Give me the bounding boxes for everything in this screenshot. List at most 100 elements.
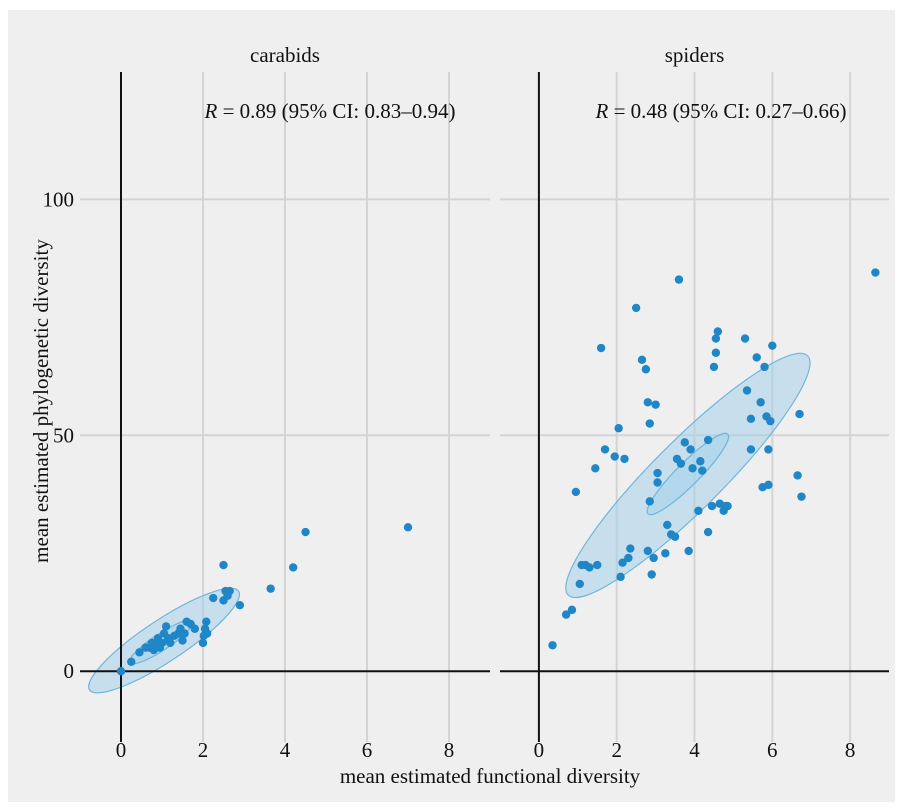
data-point <box>166 638 175 648</box>
data-point <box>575 579 584 589</box>
data-point <box>742 386 752 395</box>
data-point <box>225 586 234 596</box>
data-point <box>202 617 211 626</box>
data-point <box>686 445 695 454</box>
panel-spiders: spiders R = 0.48 (95% CI: 0.27–0.66) 0 2 4… <box>500 43 889 762</box>
data-point <box>593 560 602 570</box>
y-tick-label: 100 <box>43 187 75 211</box>
data-point <box>670 532 680 541</box>
data-point <box>703 435 713 445</box>
data-point <box>752 353 761 362</box>
data-point <box>746 445 756 454</box>
facet-title-spiders: spiders <box>665 43 725 67</box>
data-point <box>596 343 606 353</box>
data-point <box>637 355 647 365</box>
data-point <box>643 546 653 556</box>
data-point <box>713 327 723 336</box>
x-tick-label: 4 <box>280 738 291 762</box>
data-point <box>696 457 705 466</box>
facet-title-carabids: carabids <box>250 43 320 67</box>
data-point <box>631 303 641 313</box>
x-tick-label: 8 <box>845 738 856 762</box>
correlation-annotation-spiders: R = 0.48 (95% CI: 0.27–0.66) <box>595 99 847 123</box>
data-point <box>746 414 756 423</box>
data-point <box>645 419 654 428</box>
data-point <box>289 563 298 572</box>
data-point <box>198 638 208 648</box>
data-point <box>571 487 581 497</box>
data-point <box>610 452 619 461</box>
data-point <box>548 641 557 650</box>
data-point <box>680 438 689 447</box>
data-point <box>180 629 189 638</box>
data-point <box>235 600 245 610</box>
x-axis-title: mean estimated functional diversity <box>340 764 641 788</box>
x-tick-label: 0 <box>116 738 127 762</box>
x-tick-label: 6 <box>362 738 373 762</box>
x-tick-label: 2 <box>611 738 622 762</box>
data-point <box>795 409 804 419</box>
data-point <box>567 605 577 615</box>
data-point <box>684 546 693 556</box>
x-tick-label: 4 <box>689 738 700 762</box>
data-point <box>653 478 662 487</box>
data-point <box>219 560 228 570</box>
data-point <box>600 445 610 454</box>
data-point <box>266 584 275 593</box>
data-point <box>711 334 721 343</box>
data-point <box>764 480 773 490</box>
data-point <box>694 506 703 516</box>
data-point <box>676 459 686 468</box>
data-point <box>561 610 571 619</box>
data-point <box>116 667 126 676</box>
data-point <box>764 445 773 454</box>
data-point <box>178 636 187 645</box>
data-point <box>620 454 629 464</box>
y-axis-title: mean estimated phylogenetic diversity <box>29 239 53 563</box>
x-tick-label: 6 <box>767 738 778 762</box>
x-tick-label: 8 <box>444 738 455 762</box>
data-point <box>797 492 806 501</box>
data-point <box>641 365 651 374</box>
data-point <box>707 501 717 511</box>
data-point <box>647 570 656 579</box>
data-point <box>135 648 144 657</box>
data-point <box>626 544 635 553</box>
panel-carabids: carabids R = 0.89 (95% CI: 0.83–0.94) 0 2… <box>43 43 490 762</box>
data-point <box>663 520 672 530</box>
data-point <box>616 572 625 582</box>
data-point <box>585 563 594 572</box>
data-point <box>698 466 707 475</box>
data-point <box>723 501 732 511</box>
correlation-annotation-carabids: R = 0.89 (95% CI: 0.83–0.94) <box>204 99 456 123</box>
x-tick-label: 0 <box>534 738 545 762</box>
data-point <box>703 527 713 537</box>
data-point <box>403 523 413 532</box>
data-point <box>649 553 658 563</box>
data-point <box>190 624 199 633</box>
x-tick-label: 2 <box>198 738 209 762</box>
data-point <box>688 464 697 473</box>
data-point <box>301 527 310 537</box>
data-point <box>756 398 765 407</box>
data-point <box>127 657 136 666</box>
data-point <box>618 558 627 567</box>
data-point <box>651 400 660 409</box>
data-point <box>645 497 654 506</box>
data-point <box>711 348 721 357</box>
data-point <box>768 341 777 350</box>
data-point <box>760 362 769 372</box>
data-point <box>643 398 653 407</box>
data-point <box>209 593 218 603</box>
data-point <box>161 622 171 631</box>
data-point <box>614 424 623 433</box>
y-tick-label: 50 <box>53 423 74 447</box>
data-point <box>793 471 802 480</box>
data-point <box>674 275 684 284</box>
data-point <box>871 268 880 277</box>
data-point <box>740 334 750 343</box>
y-tick-label: 0 <box>64 659 75 683</box>
data-point <box>202 629 212 638</box>
